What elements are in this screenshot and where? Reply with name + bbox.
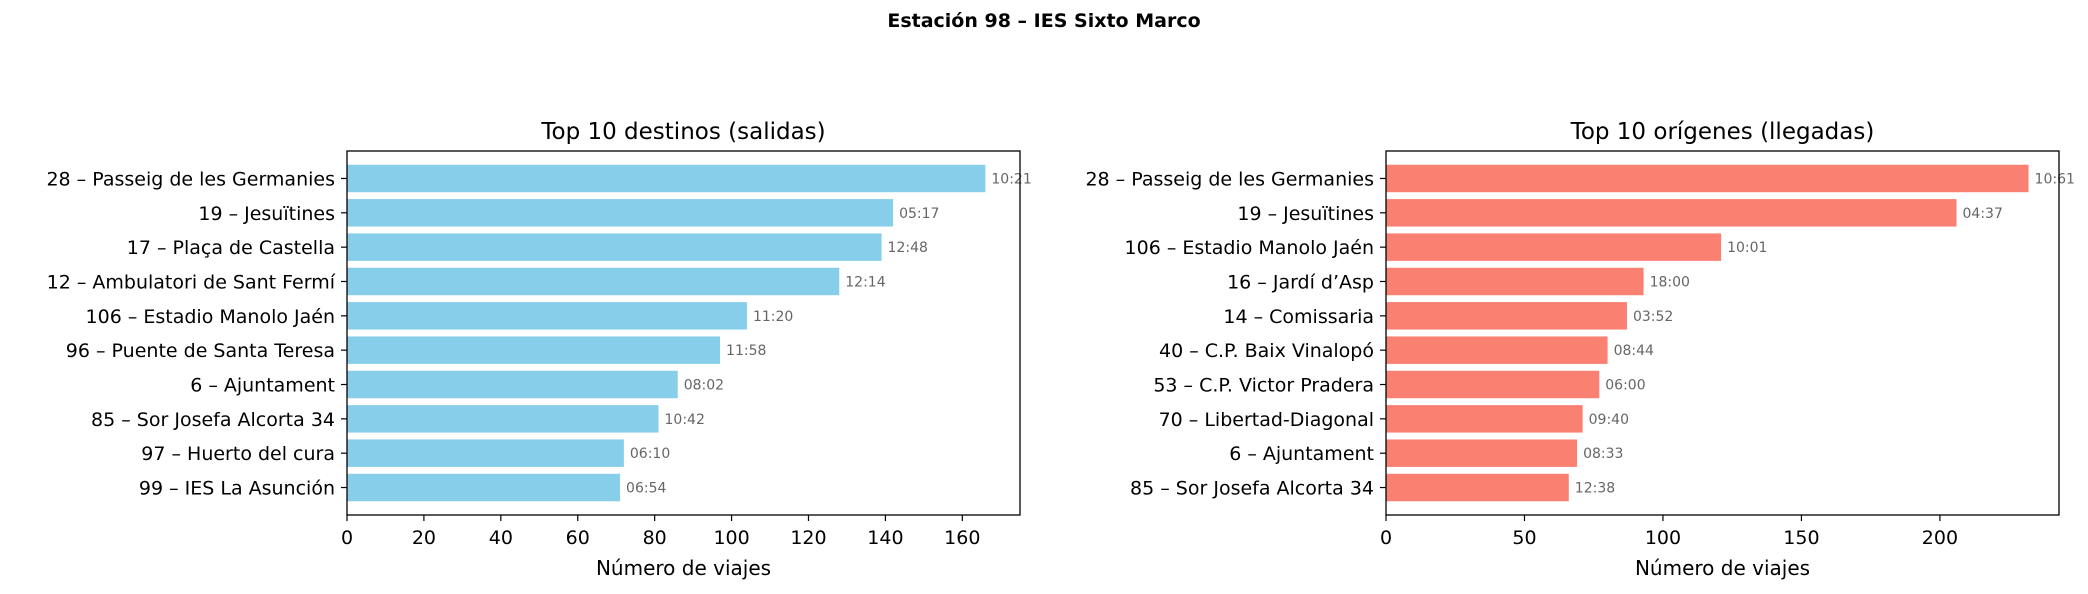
right-bar: [1386, 370, 1600, 399]
left-bar-label: 10:21: [991, 171, 1031, 187]
right-bar: [1386, 336, 1608, 364]
figure-suptitle: Estación 98 – IES Sixto Marco: [887, 10, 1201, 32]
left-category-label: 17 – Plaça de Castella: [127, 237, 335, 259]
left-bar-label: 05:17: [899, 206, 939, 222]
right-bar-label: 12:38: [1575, 481, 1615, 497]
left-category-label: 106 – Estadio Manolo Jaén: [86, 306, 335, 328]
right-category-label: 16 – Jardí d’Asp: [1227, 271, 1374, 293]
left-xtick-label: 100: [713, 527, 749, 549]
left-bar-label: 11:20: [753, 309, 793, 325]
left-xtick-label: 160: [944, 527, 980, 549]
left-xtick-label: 120: [790, 527, 826, 549]
left-chart-title: Top 10 destinos (salidas): [540, 119, 825, 145]
left-bar-label: 06:54: [626, 481, 666, 497]
left-xaxis-label: Número de viajes: [596, 556, 771, 580]
right-chart-title: Top 10 orígenes (llegadas): [1570, 119, 1875, 145]
left-bar: [347, 405, 659, 433]
right-bar: [1386, 302, 1627, 330]
left-bar: [347, 336, 721, 364]
right-bar: [1386, 267, 1644, 296]
right-bar-label: 08:33: [1583, 446, 1623, 462]
left-bar: [347, 267, 840, 296]
right-bar: [1386, 405, 1583, 433]
right-xtick-label: 150: [1783, 527, 1819, 549]
right-category-label: 85 – Sor Josefa Alcorta 34: [1130, 478, 1374, 500]
left-category-label: 12 – Ambulatori de Sant Fermí: [47, 271, 336, 293]
right-bar: [1386, 164, 2029, 193]
right-bar-label: 18:00: [1650, 274, 1690, 290]
right-category-label: 14 – Comissaria: [1223, 306, 1374, 328]
left-xtick-label: 140: [867, 527, 903, 549]
left-bar-label: 06:10: [630, 446, 670, 462]
right-category-label: 53 – C.P. Victor Pradera: [1153, 375, 1374, 397]
left-bar: [347, 439, 624, 467]
left-bar: [347, 164, 986, 193]
right-xtick-label: 100: [1645, 527, 1681, 549]
right-category-label: 19 – Jesuïtines: [1237, 203, 1374, 225]
left-bar-label: 12:48: [888, 240, 928, 256]
right-bar-label: 03:52: [1633, 309, 1673, 325]
right-xtick-label: 50: [1512, 527, 1536, 549]
right-bar: [1386, 199, 1957, 227]
left-bar: [347, 199, 894, 227]
right-category-label: 40 – C.P. Baix Vinalopó: [1159, 340, 1374, 362]
left-category-label: 28 – Passeig de les Germanies: [46, 168, 335, 190]
right-xtick-label: 200: [1922, 527, 1958, 549]
left-bar-label: 08:02: [684, 378, 724, 394]
right-bar: [1386, 439, 1578, 467]
right-bar-label: 04:37: [1963, 206, 2003, 222]
right-bar-label: 10:61: [2035, 171, 2075, 187]
right-category-label: 6 – Ajuntament: [1229, 443, 1374, 465]
left-category-label: 85 – Sor Josefa Alcorta 34: [91, 409, 335, 431]
right-bar-label: 06:00: [1605, 378, 1645, 394]
left-axes-frame: [346, 150, 1021, 516]
right-xtick-label: 0: [1380, 527, 1392, 549]
left-category-label: 96 – Puente de Santa Teresa: [66, 340, 335, 362]
right-bar: [1386, 473, 1569, 502]
right-bar-label: 08:44: [1614, 343, 1654, 359]
right-bar-label: 10:01: [1727, 240, 1767, 256]
left-bar: [347, 302, 747, 330]
left-bar: [347, 233, 882, 261]
left-bar-label: 12:14: [845, 274, 885, 290]
left-category-label: 99 – IES La Asunción: [139, 478, 335, 500]
left-category-label: 6 – Ajuntament: [190, 375, 335, 397]
right-bar-label: 09:40: [1589, 412, 1629, 428]
left-category-label: 97 – Huerto del cura: [141, 443, 335, 465]
left-xtick-label: 60: [566, 527, 590, 549]
right-bar: [1386, 233, 1722, 261]
left-category-label: 19 – Jesuïtines: [198, 203, 335, 225]
left-xtick-label: 0: [341, 527, 353, 549]
right-xaxis-label: Número de viajes: [1635, 556, 1810, 580]
right-category-label: 28 – Passeig de les Germanies: [1085, 168, 1374, 190]
left-xtick-label: 20: [412, 527, 436, 549]
left-xtick-label: 40: [489, 527, 513, 549]
left-xtick-label: 80: [643, 527, 667, 549]
right-axes-frame: [1385, 150, 2060, 516]
left-bar: [347, 473, 621, 502]
left-bar-label: 11:58: [726, 343, 766, 359]
left-bar-label: 10:42: [665, 412, 705, 428]
left-bar: [347, 370, 678, 399]
right-category-label: 70 – Libertad-Diagonal: [1159, 409, 1374, 431]
right-category-label: 106 – Estadio Manolo Jaén: [1125, 237, 1374, 259]
